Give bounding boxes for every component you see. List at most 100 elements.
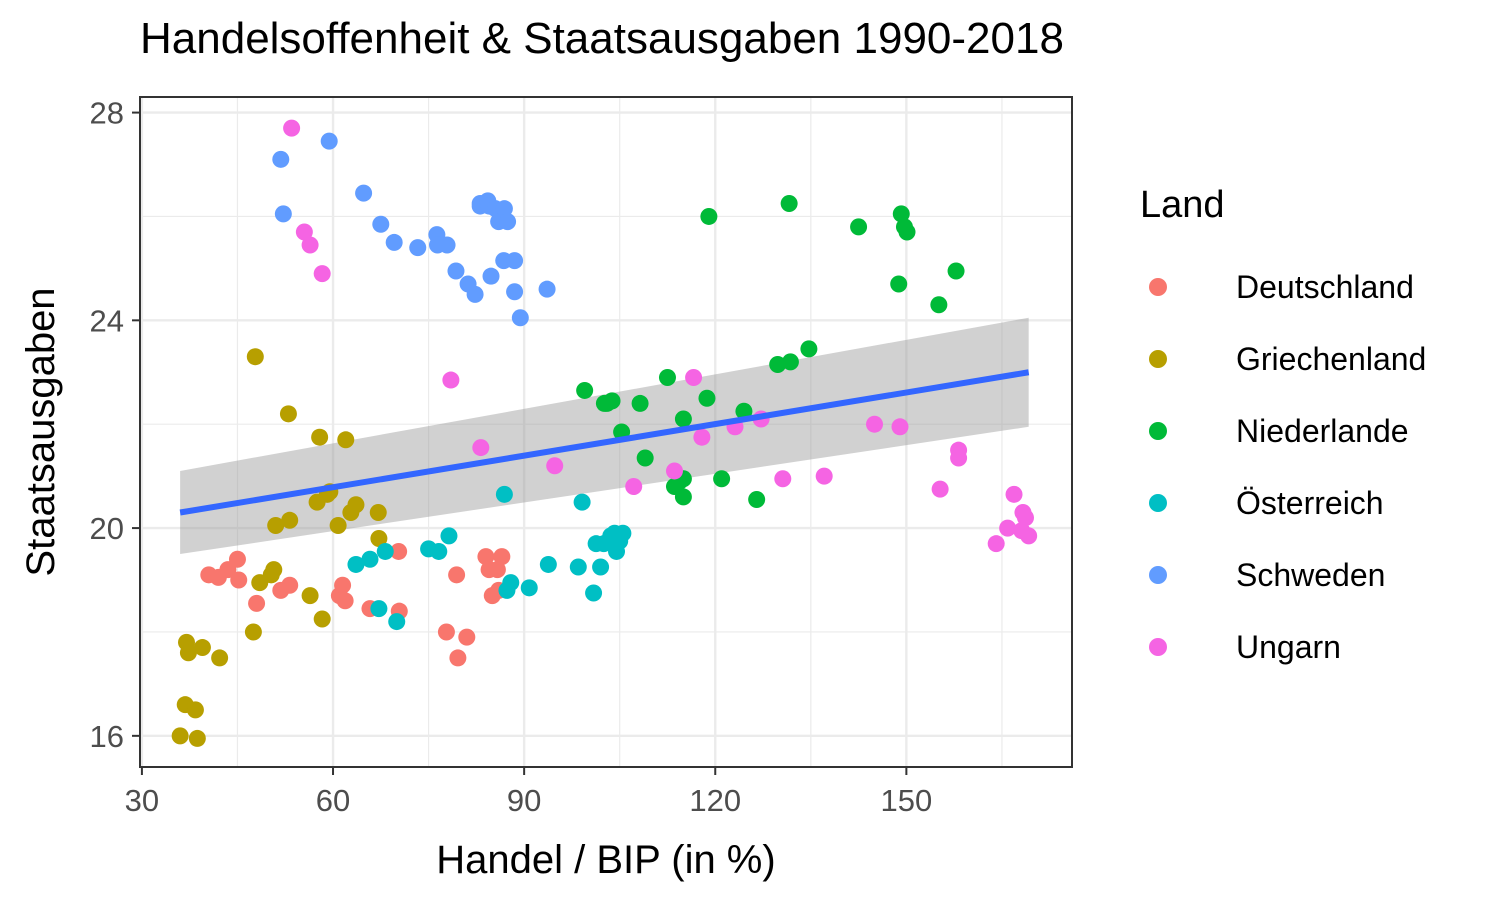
data-point-deutschland [449,649,467,667]
data-point-sterreich [347,555,365,573]
data-point-niederlande [674,488,692,506]
data-point-griechenland [279,405,297,423]
data-point-schweden [438,236,456,254]
data-point-griechenland [265,561,283,579]
trend-line-group [179,369,1030,516]
data-point-griechenland [211,649,229,667]
data-point-niederlande [890,275,908,293]
data-point-deutschland [390,542,408,560]
data-point-griechenland [337,431,355,449]
data-point-deutschland [493,548,511,566]
data-point-sterreich [430,542,448,560]
data-point-niederlande [576,381,594,399]
data-point-ungarn [283,119,301,137]
data-point-sterreich [585,584,603,602]
axes: 30 60 90 120 150 16 20 24 28 [90,96,933,818]
legend-dot-icon [1149,422,1167,440]
data-point-ungarn [442,371,460,389]
data-point-niederlande [735,402,753,420]
data-point-deutschland [488,561,506,579]
data-point-deutschland [281,576,299,594]
data-point-niederlande [781,353,799,371]
data-point-niederlande [930,296,948,314]
data-point-griechenland [179,644,197,662]
data-point-schweden [272,150,290,168]
data-point-ungarn [774,470,792,488]
legend-item: Schweden [1140,555,1385,595]
data-point-niederlande [631,394,649,412]
data-point-niederlande [780,194,798,212]
x-tick-label: 60 [316,783,350,818]
data-point-griechenland [370,529,388,547]
data-point-ungarn [546,457,564,475]
data-point-niederlande [898,223,916,241]
data-point-sterreich [388,613,406,631]
data-point-deutschland [230,571,248,589]
data-point-griechenland [188,729,206,747]
data-point-sterreich [614,524,632,542]
x-tick-label: 120 [689,783,741,818]
data-point-schweden [320,132,338,150]
data-point-griechenland [193,639,211,657]
data-point-schweden [499,213,517,231]
data-point-niederlande [713,470,731,488]
data-point-sterreich [520,579,538,597]
data-point-schweden [274,205,292,223]
data-point-griechenland [311,428,329,446]
data-point-schweden [482,267,500,285]
data-point-niederlande [698,389,716,407]
legend-key [1140,413,1176,449]
data-point-schweden [409,239,427,257]
data-point-griechenland [301,587,319,605]
data-point-ungarn [1016,509,1034,527]
data-point-sterreich [592,558,610,576]
data-point-griechenland [281,511,299,529]
data-point-griechenland [186,701,204,719]
data-point-sterreich [440,527,458,545]
data-point-sterreich [361,550,379,568]
y-tick-label: 20 [90,511,124,546]
data-point-griechenland [347,496,365,514]
data-point-ungarn [693,428,711,446]
data-points [171,119,1038,747]
data-point-ungarn [1020,527,1038,545]
trend-line [179,369,1030,516]
data-point-schweden [506,252,524,270]
data-point-sterreich [502,574,520,592]
data-point-griechenland [369,504,387,522]
data-point-schweden [466,285,484,303]
data-point-ungarn [472,439,490,457]
legend-label: Ungarn [1236,628,1341,665]
data-point-ungarn [665,462,683,480]
data-point-sterreich [539,555,557,573]
confidence-band-area [180,317,1029,555]
legend-dot-icon [1149,566,1167,584]
data-point-schweden [372,215,390,233]
panel-border [139,96,1073,768]
legend-item: Griechenland [1140,339,1426,379]
legend-dot-icon [1149,638,1167,656]
data-point-schweden [511,309,529,327]
y-axis-title: Staatsausgaben [19,287,63,576]
legend-key [1140,341,1176,377]
data-point-deutschland [334,576,352,594]
data-point-schweden [355,184,373,202]
legend-dot-icon [1149,278,1167,296]
data-point-sterreich [495,485,513,503]
data-point-ungarn [625,478,643,496]
y-tick-label: 28 [90,96,124,131]
legend-key [1140,485,1176,521]
x-tick-label: 150 [881,783,933,818]
data-point-schweden [538,280,556,298]
data-point-niederlande [748,491,766,509]
data-point-deutschland [228,550,246,568]
data-point-ungarn [295,223,313,241]
data-point-schweden [495,200,513,218]
chart-title: Handelsoffenheit & Staatsausgaben 1990-2… [140,14,1064,63]
legend-item: Ungarn [1140,627,1341,667]
data-point-schweden [385,233,403,251]
data-point-niederlande [658,368,676,386]
x-axis-title: Handel / BIP (in %) [436,838,775,882]
data-point-griechenland [267,516,285,534]
confidence-band [180,317,1029,555]
